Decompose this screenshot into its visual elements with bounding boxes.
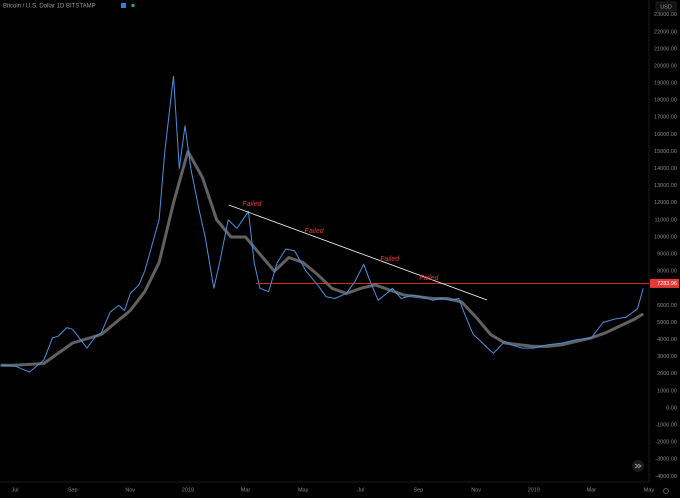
y-tick-label: 23000.00	[654, 12, 677, 18]
y-tick-label: 2000.00	[657, 371, 677, 377]
y-tick-label: 18000.00	[654, 98, 677, 104]
y-tick-label: 3000.00	[657, 354, 677, 360]
x-tick-label: Mar	[587, 487, 597, 493]
x-tick-label: Jul	[11, 487, 18, 493]
y-tick-label: 16000.00	[654, 132, 677, 138]
annotation: Failed	[242, 201, 262, 208]
y-tick-label: 10000.00	[654, 234, 677, 240]
x-tick-label: Sep	[414, 487, 424, 493]
level-label: 7283.96	[657, 281, 677, 287]
x-tick-label: 2019	[528, 487, 540, 493]
x-tick-label: Nov	[125, 487, 135, 493]
level-label-box	[650, 278, 679, 288]
y-tick-label: -3000.00	[655, 457, 677, 463]
y-tick-label: -1000.00	[655, 423, 677, 429]
x-tick-label: May	[298, 487, 309, 493]
y-tick-label: 11000.00	[654, 217, 677, 223]
series-line	[0, 150, 644, 367]
x-tick-label: Sep	[68, 487, 78, 493]
y-tick-label: 20000.00	[654, 63, 677, 69]
y-tick-label: 21000.00	[654, 46, 677, 52]
annotation: Failed	[380, 256, 400, 263]
status-dot	[131, 3, 135, 8]
y-tick-label: 4000.00	[657, 337, 677, 343]
series-line	[0, 75, 644, 373]
currency: USD	[660, 4, 672, 10]
currency-box[interactable]	[655, 1, 677, 12]
y-tick-label: -4000.00	[655, 474, 677, 480]
scroll-icon	[634, 463, 642, 469]
y-tick-label: 5000.00	[657, 320, 677, 326]
x-tick-label: 2018	[182, 487, 194, 493]
y-tick-label: 9000.00	[657, 252, 677, 258]
annotation: Failed	[305, 228, 325, 235]
y-tick-label: 15000.00	[654, 149, 677, 155]
y-tick-label: 22000.00	[654, 29, 677, 35]
y-tick-label: 1000.00	[657, 388, 677, 394]
chart-title: Bitcoin / U.S. Dollar 1D BITSTAMP	[3, 4, 96, 10]
y-tick-label: 12000.00	[654, 200, 677, 206]
x-tick-label: Mar	[241, 487, 251, 493]
y-tick-label: 8000.00	[657, 269, 677, 275]
y-tick-label: -2000.00	[655, 440, 677, 446]
y-tick-label: 14000.00	[654, 166, 677, 172]
annotation: Failed	[419, 275, 439, 282]
x-tick-label: May	[644, 487, 655, 493]
trendline	[228, 204, 488, 301]
settings-icon[interactable]	[121, 3, 126, 8]
y-tick-label: 0.00	[666, 405, 677, 411]
y-tick-label: 19000.00	[654, 81, 677, 87]
settings-gear[interactable]	[663, 488, 669, 494]
y-tick-label: 13000.00	[654, 183, 677, 189]
y-tick-label: 17000.00	[654, 115, 677, 121]
x-tick-label: Nov	[471, 487, 481, 493]
y-tick-label: 6000.00	[657, 303, 677, 309]
x-tick-label: Jul	[357, 487, 364, 493]
